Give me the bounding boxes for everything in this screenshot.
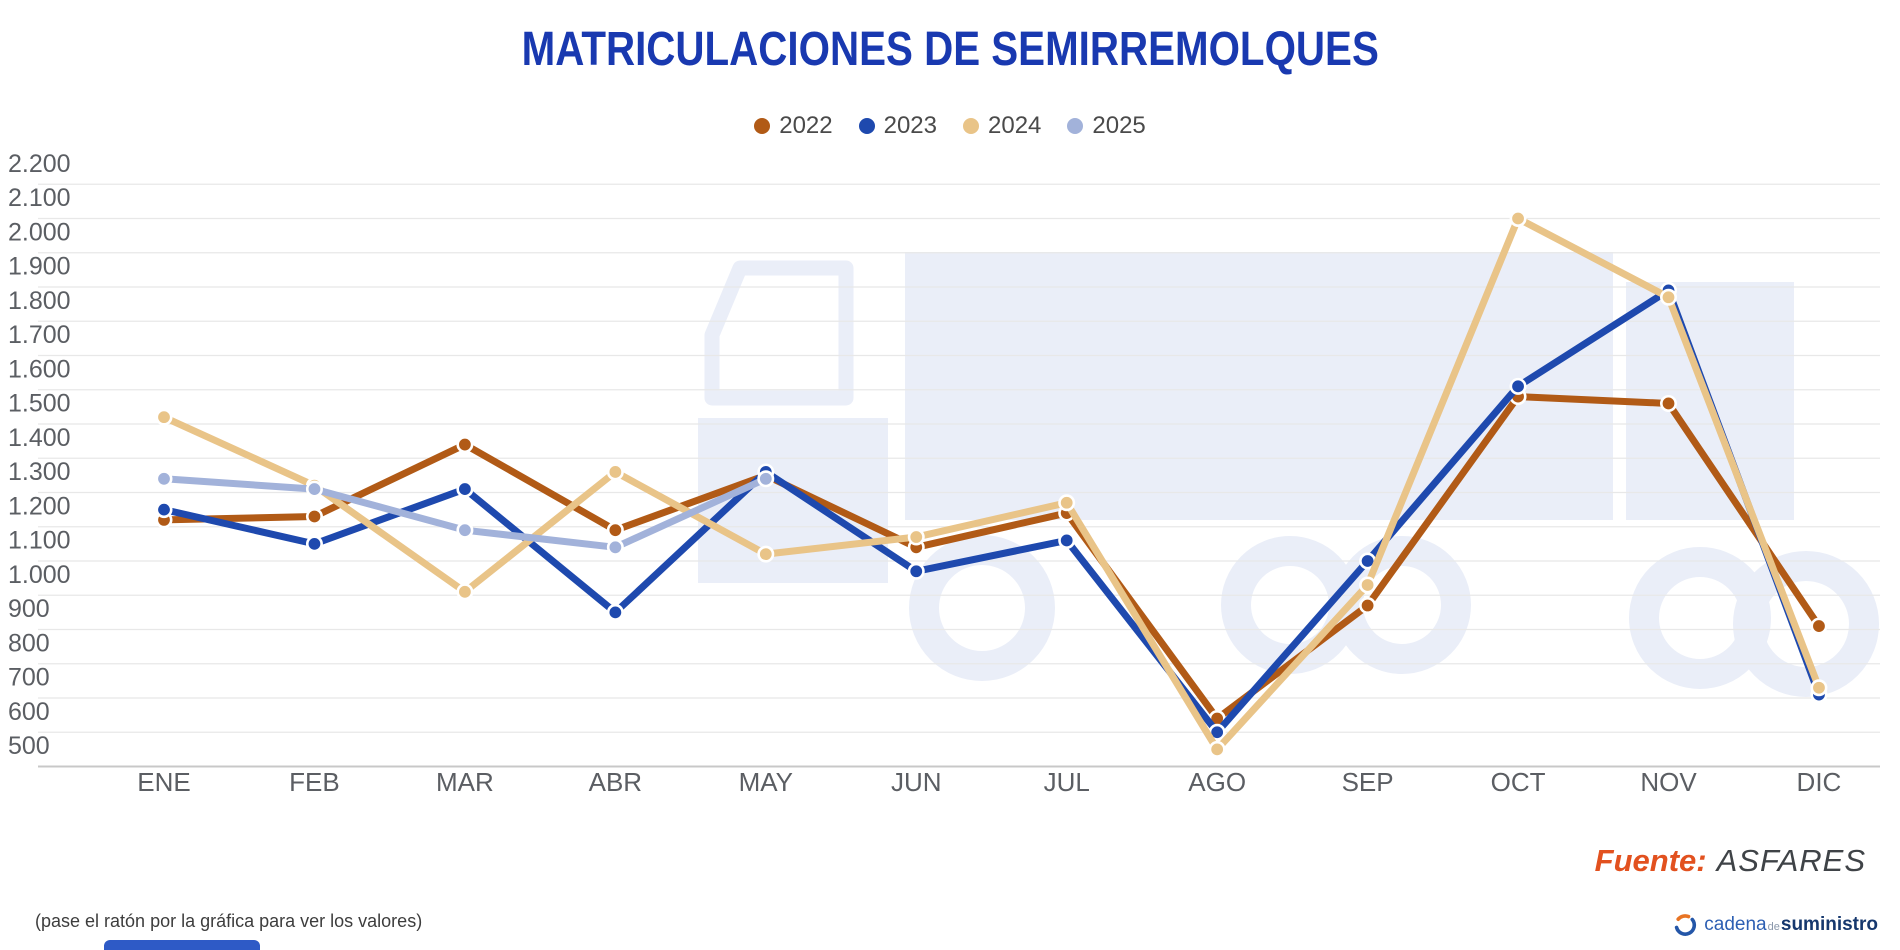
x-axis-labels: ENE FEB MAR ABR MAY JUN JUL AGO SEP OCT NOV DIC xyxy=(137,767,1841,797)
data-point-2025[interactable] xyxy=(456,521,474,539)
data-point-2024[interactable] xyxy=(757,545,775,563)
y-tick-700: 700 xyxy=(8,664,50,692)
series-line-2024 xyxy=(160,215,1823,753)
logo-part-de: de xyxy=(1767,921,1780,933)
data-point-2025[interactable] xyxy=(757,470,775,488)
y-tick-2000: 2.000 xyxy=(8,218,71,246)
x-tick-ABR: ABR xyxy=(589,767,642,797)
y-tick-1800: 1.800 xyxy=(8,287,71,315)
hover-hint: (pase el ratón por la gráfica para ver l… xyxy=(35,911,423,931)
y-axis-labels: 500 600 700 800 900 1.000 1.100 1.200 1.300 1.400… xyxy=(8,150,71,760)
logo-part-cadena: cadena xyxy=(1704,914,1767,935)
source-label: Fuente: xyxy=(1594,843,1707,878)
legend-label-2025: 2025 xyxy=(1092,112,1146,139)
source-value: ASFARES xyxy=(1716,843,1866,878)
y-tick-1200: 1.200 xyxy=(8,492,71,520)
data-point-2022[interactable] xyxy=(1359,597,1377,615)
y-tick-1900: 1.900 xyxy=(8,253,71,281)
legend-item-2024[interactable]: 2024 xyxy=(963,112,1041,140)
data-point-2025[interactable] xyxy=(155,470,173,488)
legend-dot-2023 xyxy=(858,118,875,134)
data-point-2023[interactable] xyxy=(456,480,474,498)
y-tick-2200: 2.200 xyxy=(8,150,71,178)
y-tick-2100: 2.100 xyxy=(8,184,71,212)
legend-label-2023: 2023 xyxy=(883,112,937,139)
source-note: Fuente: ASFARES xyxy=(1595,843,1866,879)
data-point-2024[interactable] xyxy=(606,463,624,481)
legend-item-2025[interactable]: 2025 xyxy=(1067,112,1146,140)
x-tick-MAR: MAR xyxy=(436,767,494,797)
data-point-2024[interactable] xyxy=(907,528,925,546)
data-point-2025[interactable] xyxy=(305,480,323,498)
data-point-2023[interactable] xyxy=(1058,531,1076,549)
y-tick-1400: 1.400 xyxy=(8,424,71,452)
data-point-2023[interactable] xyxy=(305,535,323,553)
data-point-2023[interactable] xyxy=(1509,377,1527,395)
bottom-left-bar[interactable] xyxy=(104,940,260,950)
data-point-2024[interactable] xyxy=(456,583,474,601)
x-tick-SEP: SEP xyxy=(1342,767,1394,797)
y-tick-1700: 1.700 xyxy=(8,321,71,349)
data-point-2024[interactable] xyxy=(1509,210,1527,228)
legend-label-2024: 2024 xyxy=(988,112,1042,139)
data-point-2022[interactable] xyxy=(305,507,323,525)
legend-dot-2022 xyxy=(754,118,771,134)
data-point-2024[interactable] xyxy=(1359,576,1377,594)
y-tick-1100: 1.100 xyxy=(8,527,71,555)
data-point-2023[interactable] xyxy=(155,501,173,519)
data-point-2022[interactable] xyxy=(1660,394,1678,412)
chart-title: MATRICULACIONES DE SEMIRREMOLQUES xyxy=(521,23,1379,76)
y-gridlines xyxy=(38,183,1880,768)
site-logo[interactable]: cadenadesuministro xyxy=(1672,912,1878,938)
truck-watermark xyxy=(698,252,1879,697)
x-tick-MAY: MAY xyxy=(739,767,793,797)
series-2025[interactable] xyxy=(155,470,775,556)
legend-item-2023[interactable]: 2023 xyxy=(858,112,937,140)
data-point-2024[interactable] xyxy=(1660,288,1678,306)
x-tick-NOV: NOV xyxy=(1640,767,1697,797)
data-point-2024[interactable] xyxy=(155,408,173,426)
x-tick-FEB: FEB xyxy=(289,767,340,797)
logo-circular-arrows-icon xyxy=(1675,914,1697,936)
x-tick-OCT: OCT xyxy=(1491,767,1546,797)
data-point-2023[interactable] xyxy=(606,603,624,621)
data-point-2025[interactable] xyxy=(606,538,624,556)
y-tick-600: 600 xyxy=(8,698,50,726)
y-tick-500: 500 xyxy=(8,732,50,760)
data-point-2024[interactable] xyxy=(1810,679,1828,697)
data-point-2022[interactable] xyxy=(456,436,474,454)
chart-legend: 2022 2023 2024 2025 xyxy=(0,112,1900,140)
legend-dot-2025 xyxy=(1067,118,1084,134)
series-lines[interactable] xyxy=(155,210,1828,758)
y-tick-1500: 1.500 xyxy=(8,390,71,418)
x-tick-JUL: JUL xyxy=(1044,767,1090,797)
y-tick-900: 900 xyxy=(8,595,50,623)
x-tick-AGO: AGO xyxy=(1188,767,1246,797)
logo-part-suministro: suministro xyxy=(1780,914,1878,935)
series-line-2022 xyxy=(160,393,1823,723)
x-tick-ENE: ENE xyxy=(137,767,190,797)
data-point-2024[interactable] xyxy=(1058,494,1076,512)
legend-dot-2024 xyxy=(963,118,979,134)
series-line-2023 xyxy=(160,286,1823,736)
y-tick-1000: 1.000 xyxy=(8,561,71,589)
y-tick-1300: 1.300 xyxy=(8,458,71,486)
data-point-2024[interactable] xyxy=(1208,740,1226,758)
legend-label-2022: 2022 xyxy=(779,112,833,139)
series-2024[interactable] xyxy=(155,210,1828,758)
data-point-2022[interactable] xyxy=(1810,617,1828,635)
legend-item-2022[interactable]: 2022 xyxy=(754,112,833,140)
x-tick-DIC: DIC xyxy=(1797,767,1842,797)
y-tick-800: 800 xyxy=(8,629,50,657)
x-tick-JUN: JUN xyxy=(891,767,942,797)
data-point-2023[interactable] xyxy=(907,562,925,580)
logo-text: cadenadesuministro xyxy=(1704,914,1878,936)
y-tick-1600: 1.600 xyxy=(8,355,71,383)
data-point-2022[interactable] xyxy=(606,521,624,539)
